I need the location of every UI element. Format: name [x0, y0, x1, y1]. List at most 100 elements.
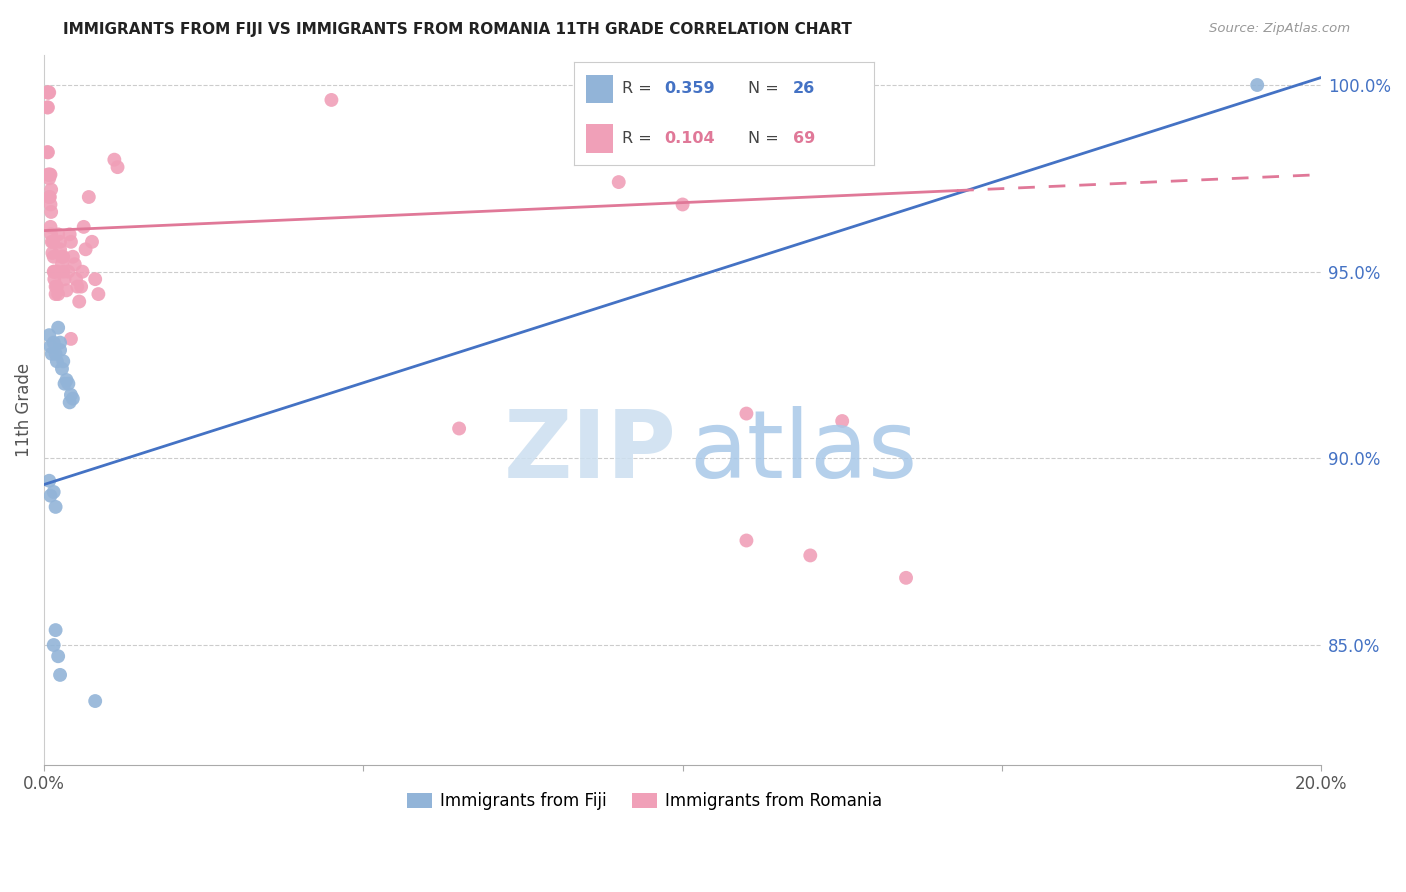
- Point: [39, 205, 62, 219]
- Point: [39, 489, 62, 503]
- Point: [799, 549, 821, 563]
- Point: [1246, 78, 1268, 92]
- Point: [449, 421, 471, 435]
- Point: [63, 257, 86, 271]
- Point: [49, 668, 72, 682]
- Point: [84, 272, 107, 286]
- Point: [39, 197, 62, 211]
- Point: [77, 190, 100, 204]
- Point: [59, 388, 82, 402]
- Point: [45, 279, 67, 293]
- Point: [70, 279, 93, 293]
- Point: [39, 219, 62, 234]
- Point: [67, 294, 90, 309]
- Point: [39, 339, 62, 353]
- Point: [39, 168, 62, 182]
- Point: [671, 197, 693, 211]
- Point: [49, 235, 72, 249]
- Point: [45, 500, 67, 514]
- Point: [87, 287, 110, 301]
- Point: [55, 373, 77, 387]
- Point: [59, 235, 82, 249]
- Point: [44, 272, 66, 286]
- Point: [45, 347, 67, 361]
- Point: [38, 168, 60, 182]
- Point: [58, 376, 80, 391]
- Point: [38, 474, 60, 488]
- Point: [42, 235, 65, 249]
- Text: Source: ZipAtlas.com: Source: ZipAtlas.com: [1209, 22, 1350, 36]
- Point: [831, 414, 853, 428]
- Point: [58, 265, 80, 279]
- Point: [37, 145, 59, 160]
- Legend: Immigrants from Fiji, Immigrants from Romania: Immigrants from Fiji, Immigrants from Ro…: [399, 785, 889, 816]
- Point: [37, 145, 59, 160]
- Point: [59, 395, 82, 409]
- Point: [44, 265, 66, 279]
- Point: [103, 153, 125, 167]
- Point: [37, 86, 59, 100]
- Text: atlas: atlas: [689, 407, 917, 499]
- Point: [62, 250, 84, 264]
- Point: [51, 361, 73, 376]
- Text: IMMIGRANTS FROM FIJI VS IMMIGRANTS FROM ROMANIA 11TH GRADE CORRELATION CHART: IMMIGRANTS FROM FIJI VS IMMIGRANTS FROM …: [63, 22, 852, 37]
- Point: [80, 235, 103, 249]
- Point: [42, 265, 65, 279]
- Point: [49, 242, 72, 256]
- Point: [75, 242, 97, 256]
- Point: [41, 235, 63, 249]
- Y-axis label: 11th Grade: 11th Grade: [15, 363, 32, 457]
- Point: [41, 246, 63, 260]
- Point: [46, 320, 69, 334]
- Point: [37, 100, 59, 114]
- Point: [39, 227, 62, 242]
- Point: [66, 279, 89, 293]
- Point: [46, 287, 69, 301]
- Text: ZIP: ZIP: [503, 407, 676, 499]
- Point: [53, 272, 76, 286]
- Point: [45, 287, 67, 301]
- Point: [45, 279, 67, 293]
- Point: [59, 227, 82, 242]
- Point: [37, 100, 59, 114]
- Point: [49, 343, 72, 357]
- Point: [59, 332, 82, 346]
- Point: [55, 284, 77, 298]
- Point: [65, 272, 87, 286]
- Point: [49, 335, 72, 350]
- Point: [42, 250, 65, 264]
- Point: [46, 227, 69, 242]
- Point: [45, 623, 67, 637]
- Point: [45, 265, 67, 279]
- Point: [38, 190, 60, 204]
- Point: [38, 86, 60, 100]
- Point: [321, 93, 343, 107]
- Point: [37, 168, 59, 182]
- Point: [38, 171, 60, 186]
- Point: [38, 190, 60, 204]
- Point: [42, 335, 65, 350]
- Point: [607, 175, 630, 189]
- Point: [42, 485, 65, 500]
- Point: [894, 571, 917, 585]
- Point: [735, 407, 758, 421]
- Point: [38, 86, 60, 100]
- Point: [42, 638, 65, 652]
- Point: [84, 694, 107, 708]
- Point: [73, 219, 96, 234]
- Point: [38, 168, 60, 182]
- Point: [45, 354, 67, 368]
- Point: [46, 649, 69, 664]
- Point: [52, 265, 75, 279]
- Point: [735, 533, 758, 548]
- Point: [51, 257, 73, 271]
- Point: [39, 182, 62, 196]
- Point: [38, 328, 60, 343]
- Point: [52, 354, 75, 368]
- Point: [41, 347, 63, 361]
- Point: [52, 250, 75, 264]
- Point: [62, 392, 84, 406]
- Point: [107, 160, 129, 174]
- Point: [37, 86, 59, 100]
- Point: [53, 376, 76, 391]
